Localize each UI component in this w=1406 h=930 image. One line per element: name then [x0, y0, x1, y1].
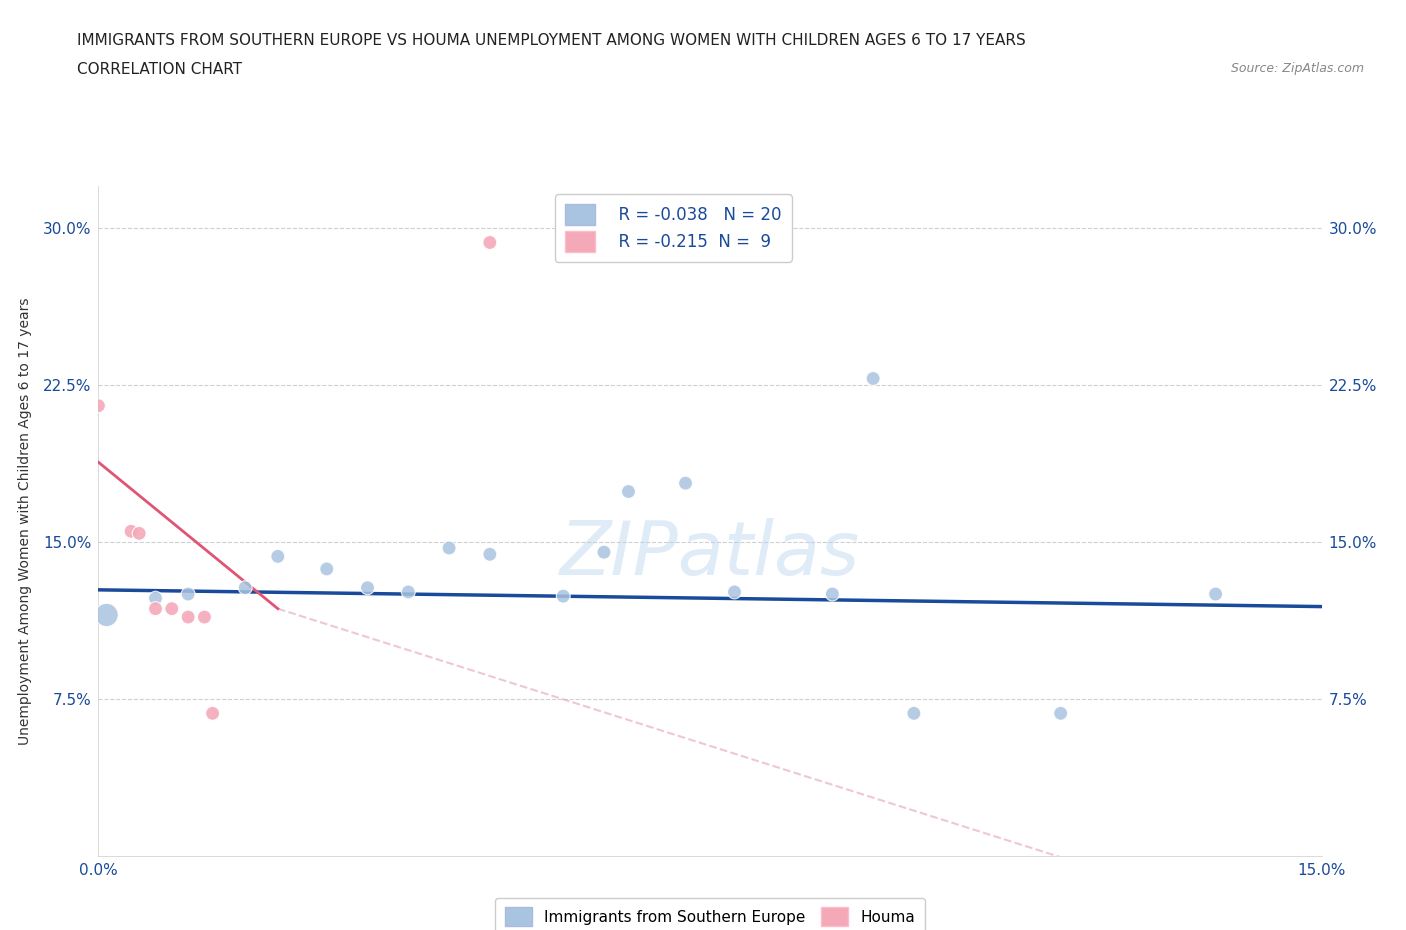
Point [145, 602, 167, 617]
Legend: Immigrants from Southern Europe, Houma: Immigrants from Southern Europe, Houma [495, 898, 925, 930]
Point [478, 547, 501, 562]
Point [87, 398, 110, 413]
Point [478, 235, 501, 250]
Point [723, 585, 745, 600]
Point [821, 587, 844, 602]
Text: CORRELATION CHART: CORRELATION CHART [77, 62, 242, 77]
Point [201, 706, 224, 721]
Point [177, 587, 200, 602]
Point [553, 589, 575, 604]
Text: Source: ZipAtlas.com: Source: ZipAtlas.com [1230, 62, 1364, 75]
Point [120, 524, 142, 538]
Point [267, 549, 290, 564]
Point [193, 610, 215, 625]
Point [675, 476, 697, 491]
Point [96, 607, 118, 622]
Point [160, 602, 183, 617]
Point [437, 540, 460, 555]
Y-axis label: Unemployment Among Women with Children Ages 6 to 17 years: Unemployment Among Women with Children A… [18, 297, 32, 745]
Point [1205, 587, 1227, 602]
Point [128, 526, 150, 541]
Point [862, 371, 884, 386]
Point [617, 485, 640, 499]
Point [233, 580, 256, 595]
Point [1049, 706, 1071, 721]
Point [356, 580, 378, 595]
Point [396, 585, 419, 600]
Point [593, 545, 616, 560]
Text: ZIPatlas: ZIPatlas [560, 518, 860, 591]
Point [145, 591, 167, 605]
Point [315, 562, 337, 577]
Text: IMMIGRANTS FROM SOUTHERN EUROPE VS HOUMA UNEMPLOYMENT AMONG WOMEN WITH CHILDREN : IMMIGRANTS FROM SOUTHERN EUROPE VS HOUMA… [77, 33, 1026, 47]
Point [903, 706, 925, 721]
Point [177, 610, 200, 625]
